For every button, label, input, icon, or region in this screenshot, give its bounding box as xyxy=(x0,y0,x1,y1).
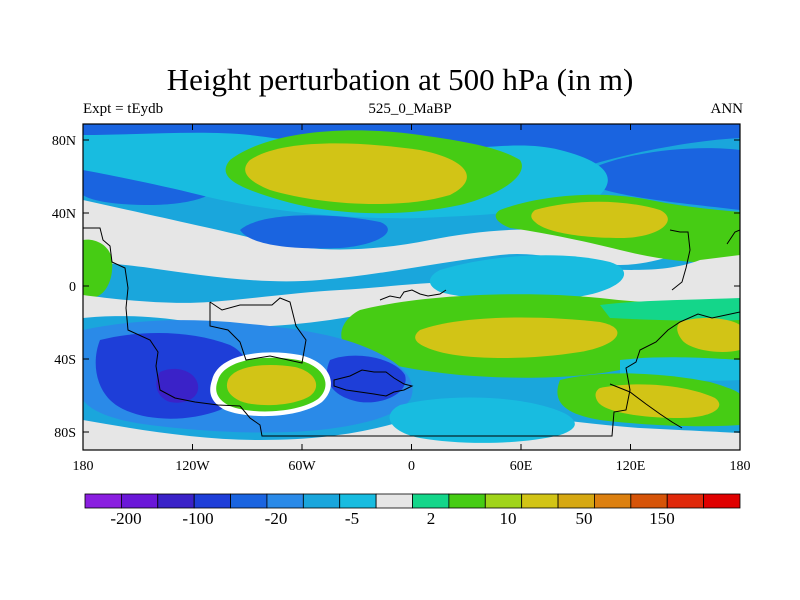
colorbar-box xyxy=(157,493,195,509)
northwest-coast-outline xyxy=(726,229,740,245)
south-atlantic-yellow-high xyxy=(226,364,317,406)
map-title: Height perturbation at 500 hPa (in m) xyxy=(166,62,634,97)
y-axis-labels: 80N 40N 0 40S 80S xyxy=(52,134,76,441)
colorbar-box xyxy=(666,493,705,509)
antarctic-cyan-band xyxy=(389,397,575,443)
x-tick-label: 60E xyxy=(510,459,533,474)
colorbar-box xyxy=(448,493,486,509)
colorbar-label: 10 xyxy=(500,509,517,528)
colorbar-label: 150 xyxy=(649,509,675,528)
colorbar-box xyxy=(521,493,559,509)
south-yellow-high xyxy=(415,317,618,358)
season-label: ANN xyxy=(710,101,744,117)
northwest-pacific-yellow xyxy=(531,201,668,238)
antarctica-outline xyxy=(239,311,740,437)
colorbar-box xyxy=(266,493,304,509)
colorbar-box xyxy=(375,493,413,509)
experiment-label: Expt = tEydb xyxy=(83,101,164,117)
australia-yellow-patch xyxy=(677,318,740,352)
x-tick-label: 60W xyxy=(288,459,316,474)
australia-outline xyxy=(609,383,683,429)
west-pacific-green-patch xyxy=(83,239,113,298)
colorbar-label: 2 xyxy=(427,509,436,528)
colorbar-box xyxy=(630,493,668,509)
colorbar-box xyxy=(302,493,341,509)
colorbar-box xyxy=(120,493,159,509)
south-pacific-purple-core xyxy=(156,368,199,403)
east-asia-outline xyxy=(669,229,691,291)
northeast-asia-blue xyxy=(593,148,740,210)
indian-ocean-islands-outline xyxy=(333,369,414,397)
colorbar-box xyxy=(484,493,523,509)
colorbar-label: -200 xyxy=(110,509,141,528)
y-tick-label: 40S xyxy=(54,353,76,368)
y-tick-label: 40N xyxy=(52,207,76,222)
y-tick-label: 80S xyxy=(54,426,76,441)
x-tick-label: 180 xyxy=(73,459,94,474)
colorbar xyxy=(84,493,741,509)
south-atlantic-blue-low xyxy=(326,355,406,403)
colorbar-labels: -200 -100 -20 -5 2 10 50 150 xyxy=(110,509,674,528)
colorbar-box xyxy=(594,493,632,509)
x-tick-label: 0 xyxy=(408,459,415,474)
south-pacific-teal xyxy=(600,298,740,321)
x-tick-label: 180 xyxy=(730,459,751,474)
colorbar-box xyxy=(412,493,450,509)
north-neutral-band xyxy=(83,200,740,282)
north-atlantic-blue-low xyxy=(240,215,388,249)
period-label: 525_0_MaBP xyxy=(368,101,452,117)
x-tick-label: 120W xyxy=(175,459,210,474)
europe-outline xyxy=(379,289,447,301)
colorbar-box xyxy=(193,493,231,509)
y-tick-label: 0 xyxy=(69,280,76,295)
colorbar-box xyxy=(230,493,268,509)
colorbar-label: -5 xyxy=(345,509,359,528)
colorbar-box xyxy=(703,493,741,509)
colorbar-label: 50 xyxy=(576,509,593,528)
x-tick-label: 120E xyxy=(616,459,646,474)
south-america-outline xyxy=(83,227,241,407)
colorbar-box xyxy=(84,493,122,509)
africa-outline xyxy=(209,297,307,364)
y-tick-label: 80N xyxy=(52,134,76,149)
tropical-blue-lens xyxy=(429,255,625,301)
continent-outlines xyxy=(83,227,740,437)
x-axis-labels: 180 120W 60W 0 60E 120E 180 xyxy=(73,459,751,474)
colorbar-label: -100 xyxy=(182,509,213,528)
colorbar-box xyxy=(557,493,595,509)
colorbar-label: -20 xyxy=(265,509,288,528)
axis-ticks xyxy=(82,124,741,450)
north-yellow-high xyxy=(245,143,467,205)
contour-field xyxy=(83,124,740,450)
colorbar-box xyxy=(339,493,377,509)
